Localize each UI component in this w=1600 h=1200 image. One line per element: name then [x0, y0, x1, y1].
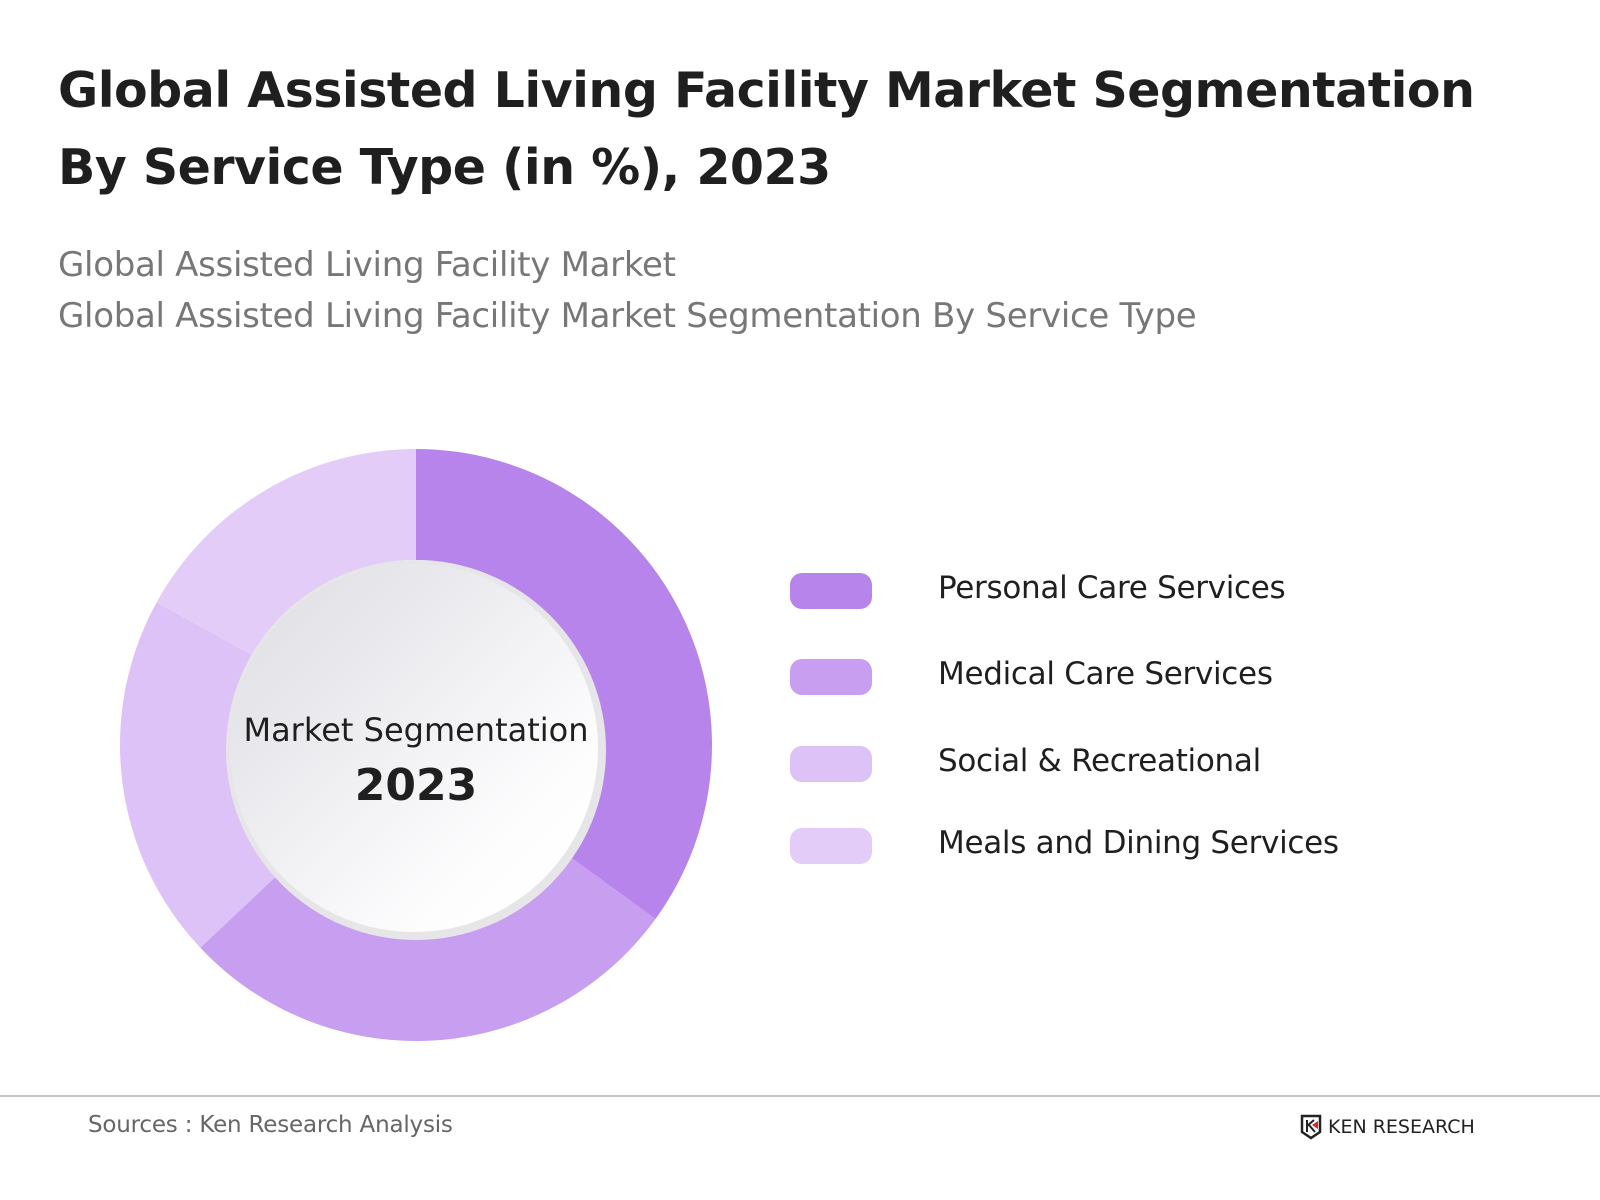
center-label: Market Segmentation	[243, 711, 588, 749]
ken-research-logo: KEN RESEARCH	[1300, 1114, 1475, 1140]
chart-title: Global Assisted Living Facility Market S…	[58, 62, 1475, 196]
legend-swatch	[790, 573, 872, 609]
logo-shield-icon	[1300, 1114, 1322, 1140]
chart-subtitle-2: Global Assisted Living Facility Market S…	[58, 296, 1197, 336]
legend-swatch	[790, 746, 872, 782]
legend-item: Social & Recreational	[790, 743, 1490, 783]
legend-label: Meals and Dining Services	[938, 825, 1339, 861]
donut-center	[230, 564, 598, 932]
legend-swatch	[790, 659, 872, 695]
legend-item: Personal Care Services	[790, 570, 1490, 610]
legend-item: Medical Care Services	[790, 656, 1490, 696]
legend-swatch	[790, 828, 872, 864]
donut-slice-personal-care-services	[416, 449, 712, 919]
donut-slice-social-recreational	[120, 602, 282, 948]
center-year: 2023	[355, 760, 477, 811]
footer-divider	[0, 1095, 1600, 1097]
chart-subtitle-1: Global Assisted Living Facility Market	[58, 245, 676, 285]
logo-text: KEN RESEARCH	[1328, 1116, 1475, 1138]
legend-label: Social & Recreational	[938, 743, 1261, 779]
legend-label: Medical Care Services	[938, 656, 1273, 692]
legend-item: Meals and Dining Services	[790, 825, 1490, 865]
source-note: Sources : Ken Research Analysis	[88, 1112, 453, 1138]
donut-slice-meals-and-dining-services	[156, 449, 416, 656]
legend-label: Personal Care Services	[938, 570, 1286, 606]
